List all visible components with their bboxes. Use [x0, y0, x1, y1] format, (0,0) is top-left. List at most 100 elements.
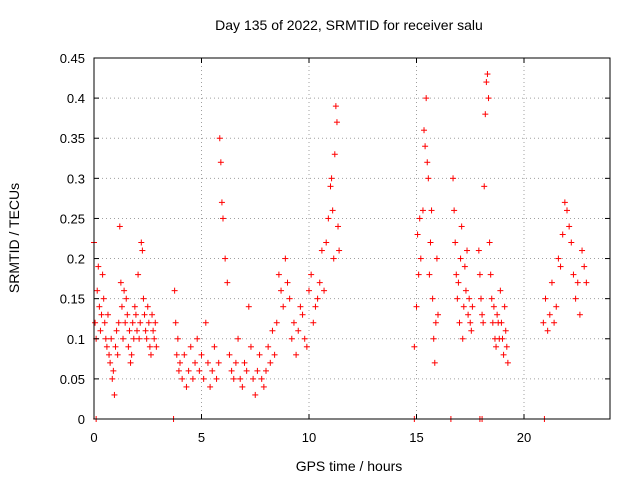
data-point: [104, 311, 111, 318]
data-point: [476, 271, 483, 278]
data-point: [115, 319, 122, 326]
data-point: [551, 319, 558, 326]
data-point: [111, 391, 118, 398]
data-point: [151, 335, 158, 342]
data-point: [179, 375, 186, 382]
data-point: [117, 279, 124, 286]
data-point: [122, 319, 129, 326]
data-point: [232, 359, 239, 366]
data-point: [413, 303, 420, 310]
data-point: [464, 247, 471, 254]
data-point: [211, 343, 218, 350]
data-point: [486, 239, 493, 246]
data-point: [107, 359, 114, 366]
data-point: [139, 247, 146, 254]
data-point: [284, 279, 291, 286]
data-point: [290, 319, 297, 326]
data-point: [544, 327, 551, 334]
data-point: [150, 327, 157, 334]
data-point: [493, 343, 500, 350]
data-point: [142, 327, 149, 334]
data-point: [218, 199, 225, 206]
data-point: [310, 319, 317, 326]
data-point: [106, 351, 113, 358]
data-point: [131, 303, 138, 310]
data-point: [559, 231, 566, 238]
data-point: [94, 287, 101, 294]
data-point: [458, 223, 465, 230]
data-point: [328, 175, 335, 182]
data-point: [488, 295, 495, 302]
data-point: [467, 319, 474, 326]
y-tick-label: 0.3: [67, 171, 85, 186]
data-point: [252, 391, 259, 398]
data-point: [147, 351, 154, 358]
data-point: [239, 383, 246, 390]
y-tick-label: 0: [78, 412, 85, 427]
data-point: [416, 215, 423, 222]
data-point: [280, 303, 287, 310]
data-point: [143, 335, 150, 342]
data-point: [96, 303, 103, 310]
data-point: [295, 327, 302, 334]
data-point: [335, 223, 342, 230]
data-point: [331, 151, 338, 158]
data-point: [564, 207, 570, 214]
data-point: [113, 327, 120, 334]
data-point: [501, 303, 508, 310]
data-point: [250, 375, 257, 382]
data-point: [504, 359, 511, 366]
data-point: [112, 343, 119, 350]
data-point: [258, 375, 265, 382]
x-axis-title: GPS time / hours: [296, 458, 403, 474]
data-point: [125, 343, 132, 350]
data-point: [243, 367, 250, 374]
data-point: [101, 319, 108, 326]
data-point: [425, 175, 432, 182]
data-point: [423, 95, 430, 102]
data-point: [329, 207, 336, 214]
data-point: [144, 303, 151, 310]
data-point: [109, 375, 116, 382]
data-point: [465, 311, 472, 318]
data-point: [566, 223, 573, 230]
data-point: [456, 319, 463, 326]
data-point: [484, 71, 491, 78]
data-point: [494, 311, 501, 318]
data-point: [153, 343, 160, 350]
x-tick-label: 5: [198, 430, 205, 445]
data-point: [121, 287, 128, 294]
y-tick-labels: 0 0.05 0.1 0.15 0.2 0.25 0.3 0.35 0.4 0.45: [60, 51, 85, 427]
data-point: [568, 239, 575, 246]
data-point: [288, 335, 295, 342]
data-point: [135, 271, 142, 278]
data-point: [226, 351, 233, 358]
data-point: [454, 295, 461, 302]
data-point: [138, 239, 145, 246]
data-point: [487, 271, 494, 278]
data-point: [483, 79, 490, 86]
data-point: [432, 319, 439, 326]
data-point: [175, 367, 182, 374]
data-point: [194, 335, 201, 342]
data-point: [482, 111, 489, 118]
data-point: [581, 263, 588, 270]
data-point: [293, 351, 300, 358]
grid: [94, 58, 610, 419]
data-point: [235, 335, 242, 342]
y-tick-label: 0.45: [60, 51, 85, 66]
data-point: [245, 303, 252, 310]
data-point: [204, 359, 211, 366]
data-point: [103, 343, 110, 350]
data-point: [475, 247, 482, 254]
data-point: [267, 359, 274, 366]
data-point: [462, 287, 469, 294]
data-point: [502, 327, 509, 334]
data-point: [134, 327, 140, 334]
x-tick-labels: 0 5 10 15 20: [90, 430, 531, 445]
data-point: [570, 271, 577, 278]
data-point: [469, 303, 476, 310]
data-point: [273, 319, 280, 326]
data-point: [540, 319, 547, 326]
